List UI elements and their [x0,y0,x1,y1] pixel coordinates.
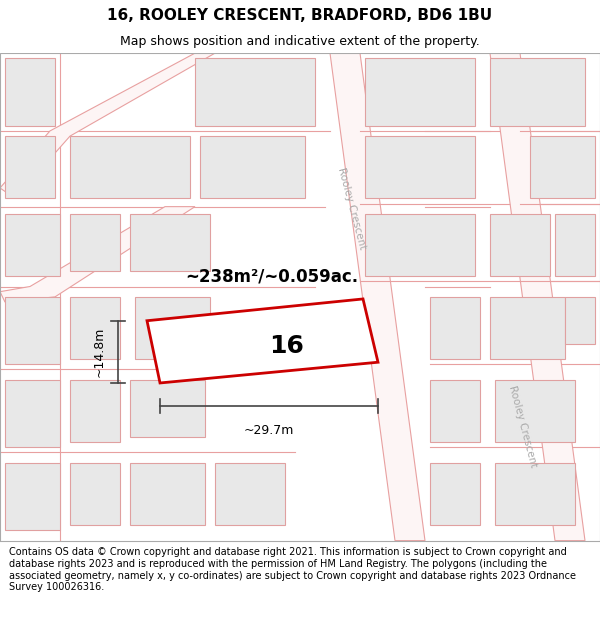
Text: ~29.7m: ~29.7m [244,424,294,438]
Bar [70,463,120,525]
Bar [70,214,120,271]
Polygon shape [147,299,378,383]
Text: Rooley Crescent: Rooley Crescent [507,384,539,469]
Bar [5,58,55,126]
Bar [430,463,480,525]
Bar [530,136,595,198]
Polygon shape [330,53,425,541]
Bar [5,136,55,198]
Text: Rooley Crescent: Rooley Crescent [336,167,368,251]
Bar [555,214,595,276]
Bar [130,214,210,271]
Text: ~238m²/~0.059ac.: ~238m²/~0.059ac. [185,267,358,285]
Bar [365,136,475,198]
Bar [70,136,190,198]
Bar [490,214,550,276]
Bar [5,214,60,276]
Bar [70,380,120,442]
Bar [365,214,475,276]
Bar [495,380,575,442]
Bar [130,463,205,525]
Bar [490,58,585,126]
Bar [5,380,60,448]
Bar [200,136,305,198]
Bar [135,297,210,359]
Bar [5,297,60,364]
Bar [215,463,285,525]
Bar [130,380,205,437]
Bar [495,463,575,525]
Bar [490,297,565,359]
Bar [565,297,595,344]
Text: Map shows position and indicative extent of the property.: Map shows position and indicative extent… [120,35,480,48]
Bar [430,380,480,442]
Polygon shape [0,207,195,302]
Bar [195,58,315,126]
Bar [70,297,120,359]
Text: 16: 16 [269,334,304,358]
Polygon shape [0,53,215,198]
Text: 16, ROOLEY CRESCENT, BRADFORD, BD6 1BU: 16, ROOLEY CRESCENT, BRADFORD, BD6 1BU [107,8,493,23]
Bar [365,58,475,126]
Bar [5,463,60,530]
Text: ~14.8m: ~14.8m [93,327,106,377]
Text: Contains OS data © Crown copyright and database right 2021. This information is : Contains OS data © Crown copyright and d… [9,548,576,592]
Bar [430,297,480,359]
Polygon shape [490,53,585,541]
